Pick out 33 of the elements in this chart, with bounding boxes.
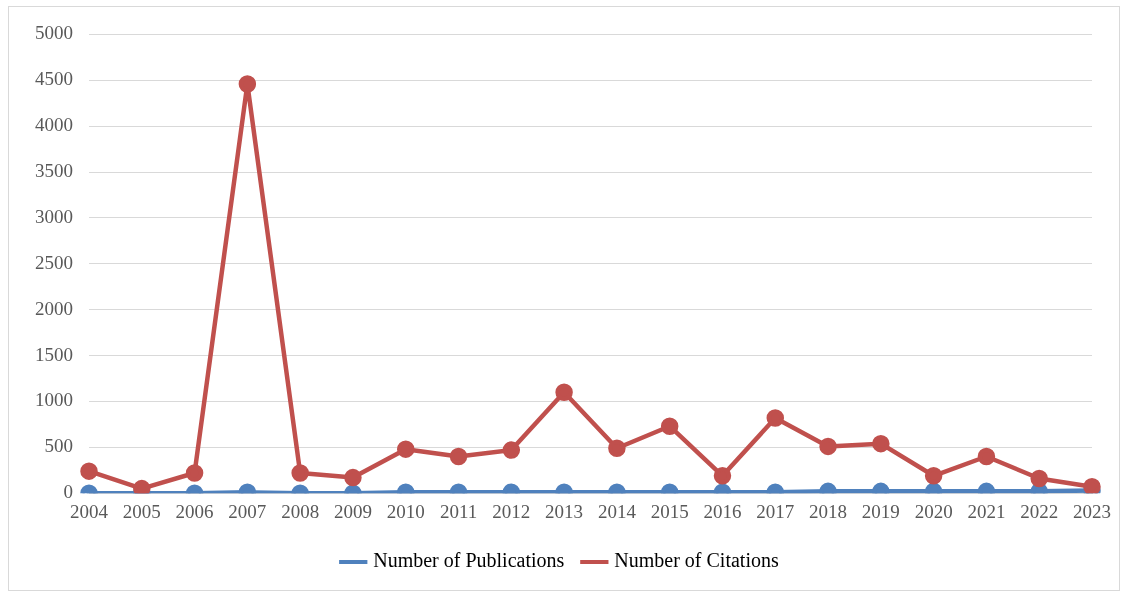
- legend-label: Number of Citations: [614, 549, 779, 572]
- x-tick-label: 2019: [861, 500, 900, 522]
- x-tick-label: 2004: [70, 500, 109, 522]
- y-tick-label: 5000: [35, 22, 73, 44]
- y-tick-label: 1500: [35, 343, 73, 365]
- x-tick-label: 2022: [1020, 500, 1059, 522]
- x-tick-label: 2014: [597, 500, 637, 522]
- y-tick-label: 3500: [35, 160, 73, 182]
- x-tick-label: 2006: [175, 500, 214, 522]
- y-tick-label: 2500: [35, 251, 73, 273]
- x-tick-label: 2010: [386, 500, 425, 522]
- x-tick-label: 2023: [1073, 500, 1111, 522]
- y-tick-label: 0: [63, 481, 73, 503]
- x-tick-label: 2008: [281, 500, 320, 522]
- x-tick-label: 2013: [545, 500, 584, 522]
- x-tick-label: 2009: [333, 500, 372, 522]
- y-tick-label: 4500: [35, 68, 73, 90]
- x-tick-label: 2011: [439, 500, 478, 522]
- x-tick-label: 2016: [703, 500, 742, 522]
- y-tick-label: 1000: [35, 389, 73, 411]
- x-tick-label: 2005: [122, 500, 161, 522]
- y-tick-label: 2000: [35, 297, 73, 319]
- x-tick-label: 2021: [967, 500, 1006, 522]
- legend-label: Number of Publications: [373, 549, 565, 572]
- x-tick-label: 2018: [809, 500, 848, 522]
- y-tick-label: 4000: [35, 114, 73, 136]
- y-tick-label: 3000: [35, 205, 73, 227]
- x-tick-label: 2012: [492, 500, 531, 522]
- x-tick-label: 2020: [914, 500, 953, 522]
- x-tick-label: 2015: [650, 500, 689, 522]
- x-tick-label: 2007: [228, 500, 267, 522]
- x-tick-label: 2017: [756, 500, 795, 522]
- y-tick-label: 500: [44, 435, 73, 457]
